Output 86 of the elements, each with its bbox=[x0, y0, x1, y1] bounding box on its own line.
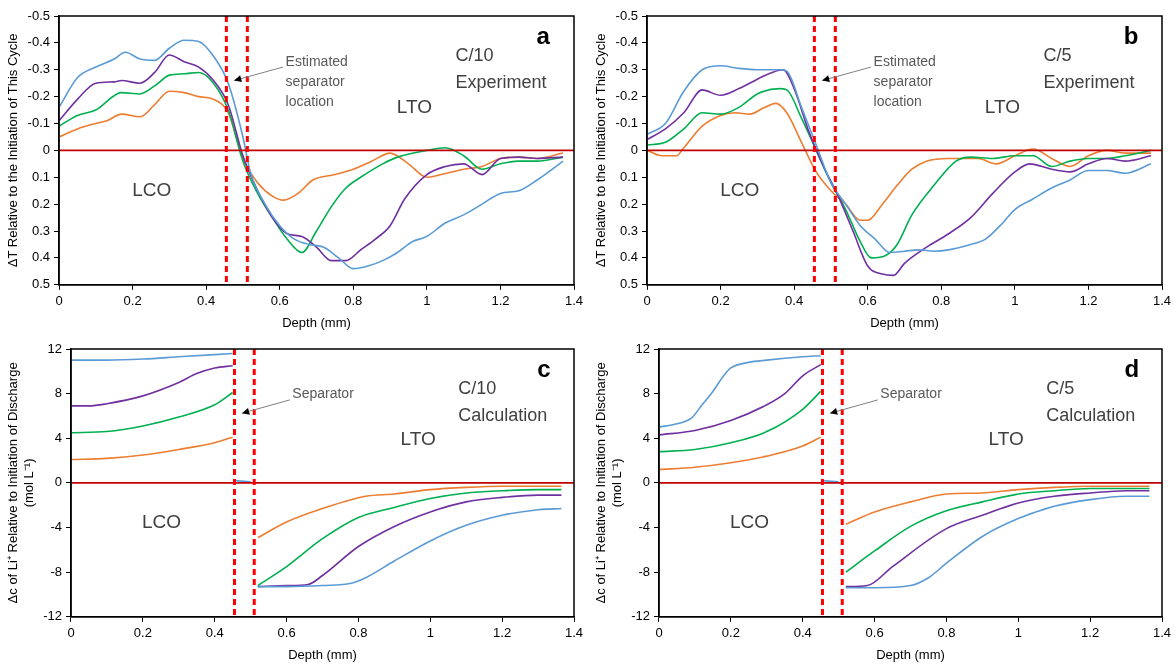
x-tick-label: 0.8 bbox=[349, 625, 368, 641]
y-tick-label: -0.2 bbox=[27, 88, 50, 104]
y-tick-label: -8 bbox=[50, 563, 62, 579]
y-tick-label: 4 bbox=[54, 429, 62, 445]
y-tick-label: 0.4 bbox=[31, 249, 50, 265]
x-tick-label: 0.8 bbox=[932, 293, 951, 309]
annotation: Separator bbox=[880, 385, 943, 402]
y-tick-label: 0.3 bbox=[619, 222, 638, 238]
annotation: LCO bbox=[729, 511, 770, 533]
x-tick-label: 0.2 bbox=[711, 293, 730, 309]
y-tick-label: -0.1 bbox=[615, 115, 638, 131]
annotation: LCO bbox=[141, 511, 182, 533]
y-tick-label: 4 bbox=[642, 429, 650, 445]
x-tick-label: 0.6 bbox=[858, 293, 877, 309]
y-tick-label: -12 bbox=[631, 608, 650, 624]
x-tick-label: 0.2 bbox=[123, 293, 142, 309]
y-tick-label: 8 bbox=[642, 385, 650, 401]
x-tick-label: 1.2 bbox=[1079, 293, 1098, 309]
x-tick-label: 0.2 bbox=[133, 625, 152, 641]
x-tick-label: 1.2 bbox=[1081, 625, 1100, 641]
annotation: Separator bbox=[292, 385, 355, 402]
y-tick-label: -4 bbox=[638, 519, 650, 535]
y-tick-label: -0.1 bbox=[27, 115, 50, 131]
y-tick-label: 0.1 bbox=[31, 168, 50, 184]
x-axis-title: Depth (mm) bbox=[876, 646, 945, 662]
y-tick-label: 0.5 bbox=[619, 276, 638, 292]
y-axis-title: Δc of Li⁺ Relative to Initiation of Discharge (mol L⁻¹) bbox=[593, 362, 624, 604]
y-tick-label: 0.2 bbox=[619, 195, 638, 211]
x-tick-label: 0.6 bbox=[277, 625, 296, 641]
annotation: LTO bbox=[988, 428, 1024, 450]
x-tick-label: 1 bbox=[1014, 625, 1022, 641]
y-tick-label: -0.5 bbox=[27, 7, 50, 23]
x-tick-label: 1.4 bbox=[564, 293, 584, 309]
annotation: LCO bbox=[132, 178, 172, 200]
y-tick-label: -0.3 bbox=[27, 61, 50, 77]
x-tick-label: 0.4 bbox=[793, 625, 812, 641]
x-tick-label: 0.4 bbox=[785, 293, 804, 309]
y-tick-label: -0.4 bbox=[27, 34, 50, 50]
x-tick-label: 0.4 bbox=[197, 293, 216, 309]
annotation: LTO bbox=[400, 428, 436, 450]
x-tick-label: 1.4 bbox=[1152, 293, 1172, 309]
y-tick-label: -4 bbox=[50, 519, 62, 535]
y-tick-label: -12 bbox=[43, 608, 62, 624]
annotation: LTO bbox=[396, 95, 432, 117]
y-tick-label: 0 bbox=[42, 141, 50, 157]
annotation: LCO bbox=[720, 178, 760, 200]
y-axis-title: ΔT Relative to the Initiation of This Cycle bbox=[593, 33, 609, 268]
x-tick-label: 1 bbox=[423, 293, 431, 309]
y-tick-label: 0.2 bbox=[31, 195, 50, 211]
x-tick-label: 0 bbox=[655, 625, 663, 641]
annotation: Estimated separator location bbox=[873, 52, 936, 109]
y-tick-label: -8 bbox=[638, 563, 650, 579]
y-tick-label: -0.3 bbox=[615, 61, 638, 77]
y-tick-label: 0 bbox=[54, 474, 62, 490]
x-tick-label: 0.8 bbox=[937, 625, 956, 641]
y-tick-label: 0.1 bbox=[619, 168, 638, 184]
annotation: LTO bbox=[984, 95, 1020, 117]
x-tick-label: 1.4 bbox=[564, 625, 584, 641]
y-tick-label: 0 bbox=[642, 474, 650, 490]
x-tick-label: 1.2 bbox=[493, 625, 512, 641]
x-tick-label: 0.6 bbox=[270, 293, 289, 309]
y-tick-label: 0.4 bbox=[619, 249, 638, 265]
x-tick-label: 0.4 bbox=[205, 625, 224, 641]
y-tick-label: -0.5 bbox=[615, 7, 638, 23]
y-tick-label: 0.3 bbox=[31, 222, 50, 238]
y-tick-label: 12 bbox=[47, 340, 62, 356]
y-tick-label: 8 bbox=[54, 385, 62, 401]
annotation: Estimated separator location bbox=[285, 52, 348, 109]
y-tick-label: 0.5 bbox=[31, 276, 50, 292]
x-tick-label: 0.2 bbox=[721, 625, 740, 641]
y-tick-label: 0 bbox=[630, 141, 638, 157]
x-tick-label: 1 bbox=[426, 625, 434, 641]
y-tick-label: -0.4 bbox=[615, 34, 638, 50]
x-tick-label: 1.4 bbox=[1152, 625, 1172, 641]
y-axis-title: ΔT Relative to the Initiation of This Cycle bbox=[5, 33, 21, 268]
y-tick-label: 12 bbox=[635, 340, 650, 356]
x-tick-label: 0 bbox=[67, 625, 75, 641]
x-axis-title: Depth (mm) bbox=[288, 646, 357, 662]
x-axis-title: Depth (mm) bbox=[282, 314, 351, 330]
x-axis-title: Depth (mm) bbox=[870, 314, 939, 330]
x-tick-label: 0.8 bbox=[344, 293, 363, 309]
x-tick-label: 1 bbox=[1011, 293, 1019, 309]
y-axis-title: Δc of Li⁺ Relative to Initiation of Discharge (mol L⁻¹) bbox=[5, 362, 36, 604]
x-tick-label: 1.2 bbox=[491, 293, 510, 309]
x-tick-label: 0.6 bbox=[865, 625, 884, 641]
y-tick-label: -0.2 bbox=[615, 88, 638, 104]
